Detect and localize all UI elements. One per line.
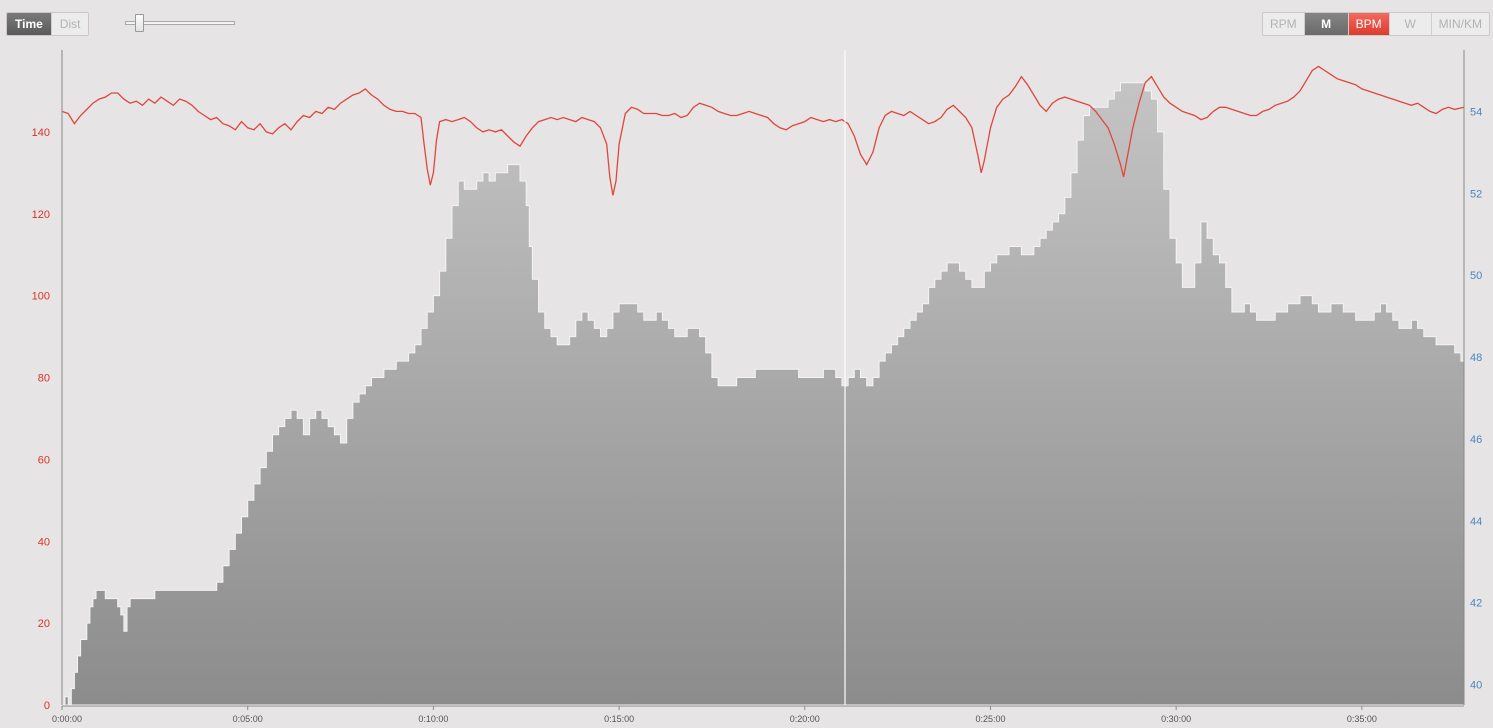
x-axis-tick-label: 0:00:00 xyxy=(52,714,82,724)
x-axis-tick-label: 0:20:00 xyxy=(790,714,820,724)
time-mode-button[interactable]: Time xyxy=(7,13,51,35)
mode-toggle: Time Dist xyxy=(6,12,90,36)
right-axis-tick-label: 48 xyxy=(1470,352,1482,364)
left-axis-tick-label: 40 xyxy=(38,536,50,548)
pace-unit-button[interactable]: MIN/KM xyxy=(1430,13,1489,35)
right-axis-tick-label: 54 xyxy=(1470,106,1482,118)
unit-toggle: RPM M BPM W MIN/KM xyxy=(1261,12,1490,36)
rpm-unit-button[interactable]: RPM xyxy=(1269,17,1297,31)
left-axis-tick-label: 60 xyxy=(38,454,50,466)
right-axis-tick-label: 46 xyxy=(1470,434,1482,446)
left-axis-tick-label: 20 xyxy=(38,618,50,630)
x-axis-tick-label: 0:30:00 xyxy=(1161,714,1191,724)
zoom-slider[interactable] xyxy=(125,14,235,34)
bpm-unit-button[interactable]: BPM xyxy=(1347,13,1389,35)
altitude-area xyxy=(62,82,1465,706)
right-axis-tick-label: 42 xyxy=(1470,598,1482,610)
left-axis-tick-label: 0 xyxy=(44,700,50,712)
watts-unit-button[interactable]: W xyxy=(1388,13,1431,35)
zoom-slider-handle[interactable] xyxy=(135,14,144,32)
left-axis-tick-label: 80 xyxy=(38,373,50,385)
x-axis-tick-label: 0:25:00 xyxy=(975,714,1005,724)
x-axis-tick-label: 0:15:00 xyxy=(604,714,634,724)
x-axis-tick-label: 0:05:00 xyxy=(233,714,263,724)
right-axis-tick-label: 40 xyxy=(1470,680,1482,692)
left-axis-tick-label: 140 xyxy=(32,127,50,139)
zoom-slider-track[interactable] xyxy=(125,21,235,25)
x-axis-tick-label: 0:10:00 xyxy=(418,714,448,724)
x-axis-tick-label: 0:35:00 xyxy=(1347,714,1377,724)
right-axis-tick-label: 44 xyxy=(1470,516,1482,528)
left-axis-tick-label: 120 xyxy=(32,209,50,221)
distance-mode-button[interactable]: Dist xyxy=(50,13,89,35)
meters-unit-button[interactable]: M xyxy=(1303,13,1348,35)
left-axis-tick-label: 100 xyxy=(32,291,50,303)
right-axis-tick-label: 50 xyxy=(1470,270,1482,282)
right-axis-tick-label: 52 xyxy=(1470,188,1482,200)
heart-rate-line xyxy=(61,65,1465,196)
